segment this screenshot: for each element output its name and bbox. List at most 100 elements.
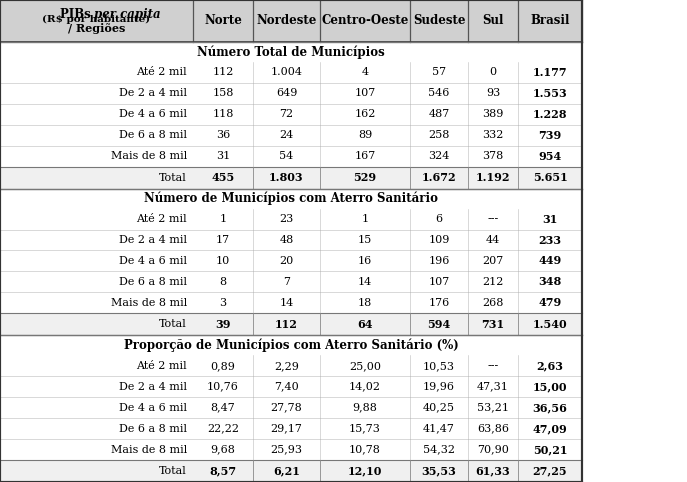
Text: 9,88: 9,88 (352, 402, 377, 413)
Text: / Regiões: / Regiões (68, 23, 125, 34)
Text: 3: 3 (219, 298, 227, 308)
Text: 29,17: 29,17 (271, 424, 302, 434)
Text: 8,47: 8,47 (211, 402, 236, 413)
Text: 212: 212 (482, 277, 504, 287)
Text: 546: 546 (428, 88, 450, 98)
Text: 1.803: 1.803 (269, 172, 304, 183)
Bar (0, 167, 582, 188)
Text: Mais de 8 mil: Mais de 8 mil (111, 444, 187, 455)
Text: 196: 196 (428, 256, 450, 266)
Text: 54,32: 54,32 (423, 444, 455, 455)
Text: De 2 a 4 mil: De 2 a 4 mil (119, 382, 187, 392)
Text: Proporção de Municípios com Aterro Sanitário (%): Proporção de Municípios com Aterro Sanit… (124, 338, 458, 352)
Text: 268: 268 (482, 298, 504, 308)
Text: 594: 594 (427, 319, 451, 330)
Text: 50,21: 50,21 (532, 444, 567, 455)
Text: 1.553: 1.553 (532, 88, 567, 99)
Text: 70,90: 70,90 (477, 444, 509, 455)
Text: 1.177: 1.177 (532, 67, 567, 78)
Text: Total: Total (159, 320, 187, 329)
Text: 25,00: 25,00 (349, 361, 381, 371)
Bar (0, 83, 582, 104)
Text: De 4 a 6 mil: De 4 a 6 mil (119, 402, 187, 413)
Text: Sudeste: Sudeste (413, 14, 465, 27)
Text: 167: 167 (354, 151, 376, 161)
Text: Total: Total (159, 173, 187, 183)
Text: 93: 93 (486, 88, 500, 98)
Text: Sul: Sul (482, 14, 504, 27)
Text: 48: 48 (280, 235, 293, 245)
Text: De 4 a 6 mil: De 4 a 6 mil (119, 256, 187, 266)
Text: 118: 118 (212, 109, 234, 119)
Text: De 6 a 8 mil: De 6 a 8 mil (119, 130, 187, 140)
Text: 1.540: 1.540 (532, 319, 567, 330)
Text: 4: 4 (361, 67, 368, 77)
Text: 731: 731 (482, 319, 504, 330)
Text: ---: --- (487, 214, 499, 224)
Text: 16: 16 (358, 256, 372, 266)
Text: 53,21: 53,21 (477, 402, 509, 413)
Bar (0, 146, 582, 167)
Text: 2,63: 2,63 (537, 360, 563, 371)
Text: 22,22: 22,22 (207, 424, 239, 434)
Text: 61,33: 61,33 (475, 466, 510, 477)
Text: 348: 348 (539, 276, 562, 287)
Text: 2,29: 2,29 (274, 361, 299, 371)
Text: 1: 1 (361, 214, 368, 224)
Text: 23: 23 (280, 214, 293, 224)
Text: 176: 176 (429, 298, 449, 308)
Text: De 4 a 6 mil: De 4 a 6 mil (119, 109, 187, 119)
Text: 0,89: 0,89 (210, 361, 236, 371)
Bar (0, 125, 582, 146)
Text: 20: 20 (280, 256, 293, 266)
Text: 389: 389 (482, 109, 504, 119)
Text: 27,78: 27,78 (271, 402, 302, 413)
Bar (0, 418, 582, 439)
Text: 455: 455 (212, 172, 235, 183)
Text: 739: 739 (539, 130, 562, 141)
Text: 487: 487 (429, 109, 449, 119)
Text: 36,56: 36,56 (532, 402, 567, 413)
Text: 258: 258 (428, 130, 450, 140)
Text: 378: 378 (482, 151, 504, 161)
Text: 31: 31 (216, 151, 230, 161)
Text: 54: 54 (280, 151, 293, 161)
Text: 324: 324 (428, 151, 450, 161)
Bar (0, 335, 582, 355)
Text: 112: 112 (275, 319, 298, 330)
Text: 15,73: 15,73 (349, 424, 381, 434)
Text: 207: 207 (482, 256, 504, 266)
Text: 8: 8 (219, 277, 227, 287)
Text: 107: 107 (354, 88, 376, 98)
Text: 9,68: 9,68 (210, 444, 236, 455)
Text: 10: 10 (216, 256, 230, 266)
Text: Centro-Oeste: Centro-Oeste (322, 14, 409, 27)
Text: 15: 15 (358, 235, 372, 245)
Text: 57: 57 (432, 67, 446, 77)
Text: 10,53: 10,53 (423, 361, 455, 371)
Text: 954: 954 (539, 151, 562, 161)
Text: 1.672: 1.672 (422, 172, 456, 183)
Bar (0, 251, 582, 271)
Text: (R$ por habitante): (R$ por habitante) (43, 14, 150, 24)
Text: Brasil: Brasil (530, 14, 570, 27)
Text: Número Total de Municípios: Número Total de Municípios (197, 45, 385, 59)
Text: 89: 89 (358, 130, 372, 140)
Text: 39: 39 (215, 319, 231, 330)
Text: 1: 1 (219, 214, 227, 224)
Text: PIBs: PIBs (60, 8, 95, 21)
Bar (0, 271, 582, 293)
Bar (0, 62, 582, 83)
Bar (0, 293, 582, 313)
Text: 35,53: 35,53 (422, 466, 456, 477)
Text: Até 2 mil: Até 2 mil (137, 67, 187, 77)
Text: 1.228: 1.228 (532, 109, 567, 120)
Bar (0, 188, 582, 209)
Text: 449: 449 (539, 255, 562, 267)
Text: 14,02: 14,02 (349, 382, 381, 392)
Text: De 2 a 4 mil: De 2 a 4 mil (119, 235, 187, 245)
Bar (0, 0, 582, 42)
Text: De 6 a 8 mil: De 6 a 8 mil (119, 424, 187, 434)
Bar (0, 0, 582, 482)
Text: Nordeste: Nordeste (256, 14, 317, 27)
